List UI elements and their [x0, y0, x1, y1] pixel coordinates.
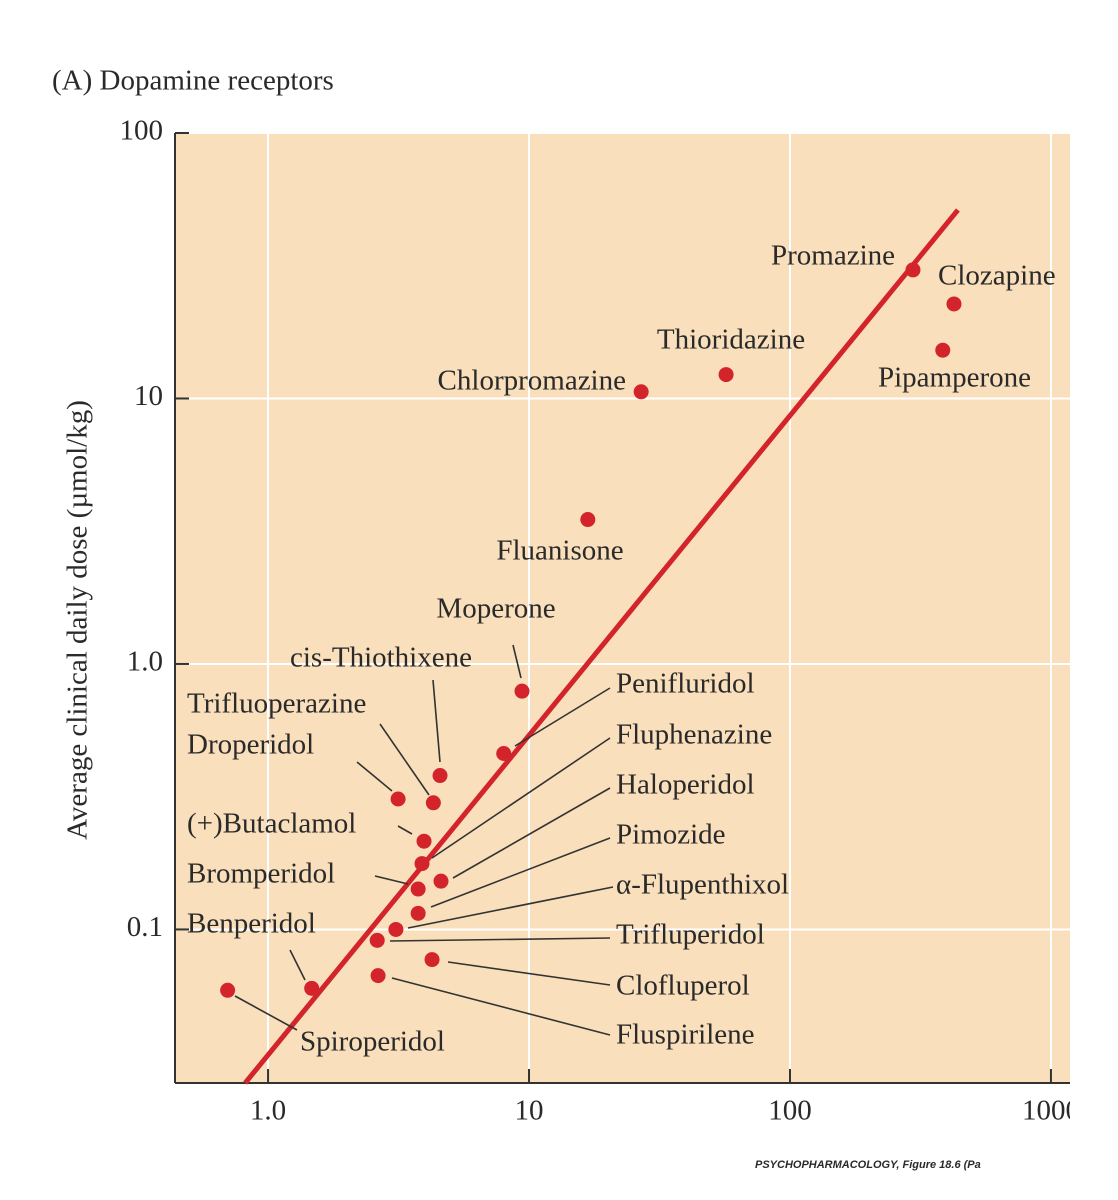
point: [514, 683, 530, 699]
y-tick-label: 0.1: [127, 911, 163, 943]
leader-line: [452, 787, 611, 879]
point: [633, 384, 649, 400]
leader-line: [431, 737, 611, 859]
point: [580, 512, 596, 528]
point: [388, 921, 404, 937]
point-label: Fluphenazine: [616, 719, 772, 751]
point-label: Fluspirilene: [616, 1019, 755, 1051]
leader-line: [514, 687, 611, 747]
point-label: Trifluperidol: [616, 919, 765, 951]
point: [425, 795, 441, 811]
point: [935, 342, 951, 358]
point: [369, 932, 385, 948]
leader-line: [432, 679, 441, 763]
leader-line: [356, 761, 393, 792]
point-label: (+)Butaclamol: [187, 808, 356, 840]
leader-line: [407, 886, 614, 929]
leader-line: [289, 949, 306, 981]
point: [718, 367, 734, 383]
point-label: Pipamperone: [878, 362, 1031, 394]
x-tick-label: 1000: [1022, 1095, 1080, 1127]
leader-line: [397, 825, 413, 835]
leader-line: [430, 837, 611, 908]
point-label: α-Flupenthixol: [616, 869, 789, 901]
point-label: Promazine: [771, 240, 895, 272]
y-tick-label: 10: [134, 380, 163, 412]
leader-line: [447, 961, 611, 986]
y-axis-label: Average clinical daily dose (µmol/kg): [62, 400, 94, 840]
point: [304, 980, 320, 996]
point-label: Fluanisone: [496, 535, 623, 567]
point-label: Penifluridol: [616, 668, 755, 700]
point-label: Haloperidol: [616, 769, 755, 801]
point: [220, 982, 236, 998]
point-label: Clofluperol: [616, 970, 750, 1002]
point: [390, 791, 406, 807]
point: [416, 833, 432, 849]
point-label: Moperone: [436, 593, 555, 625]
point: [496, 745, 512, 761]
point-label: Trifluoperazine: [187, 688, 366, 720]
x-tick-label: 100: [768, 1095, 812, 1127]
point-label: Pimozide: [616, 819, 726, 851]
point: [946, 296, 962, 312]
fit-line: [243, 208, 960, 1085]
point-label: Spiroperidol: [300, 1026, 445, 1058]
plot-layer: (A) Dopamine receptors Average clinical …: [52, 65, 1080, 1171]
leader-line: [379, 723, 430, 796]
point: [424, 952, 440, 968]
leader-line: [391, 977, 611, 1036]
footer: PSYCHOPHARMACOLOGY, Figure 18.6 (Pa: [755, 1159, 981, 1171]
point-label: Thioridazine: [657, 324, 805, 356]
point: [414, 856, 430, 872]
plot-background: [175, 133, 1070, 1083]
point-label: Benperidol: [187, 908, 316, 940]
point-label: Bromperidol: [187, 858, 335, 890]
point-label: Droperidol: [187, 729, 314, 761]
leader-line: [234, 995, 298, 1031]
leader-line: [389, 937, 611, 942]
leader-line: [512, 644, 522, 679]
point-label: cis-Thiothixene: [290, 642, 472, 674]
x-tick-label: 10: [515, 1095, 544, 1127]
y-tick-label: 100: [120, 115, 164, 147]
point: [905, 262, 921, 278]
point: [432, 768, 448, 784]
point: [410, 881, 426, 897]
leader-line: [374, 875, 409, 885]
y-tick-label: 1.0: [127, 646, 163, 678]
point-label: Clozapine: [938, 260, 1056, 292]
x-tick-label: 1.0: [250, 1095, 286, 1127]
point: [370, 968, 386, 984]
chart-title: (A) Dopamine receptors: [52, 65, 334, 97]
point-label: Chlorpromazine: [438, 365, 626, 397]
point: [433, 873, 449, 889]
point: [410, 905, 426, 921]
